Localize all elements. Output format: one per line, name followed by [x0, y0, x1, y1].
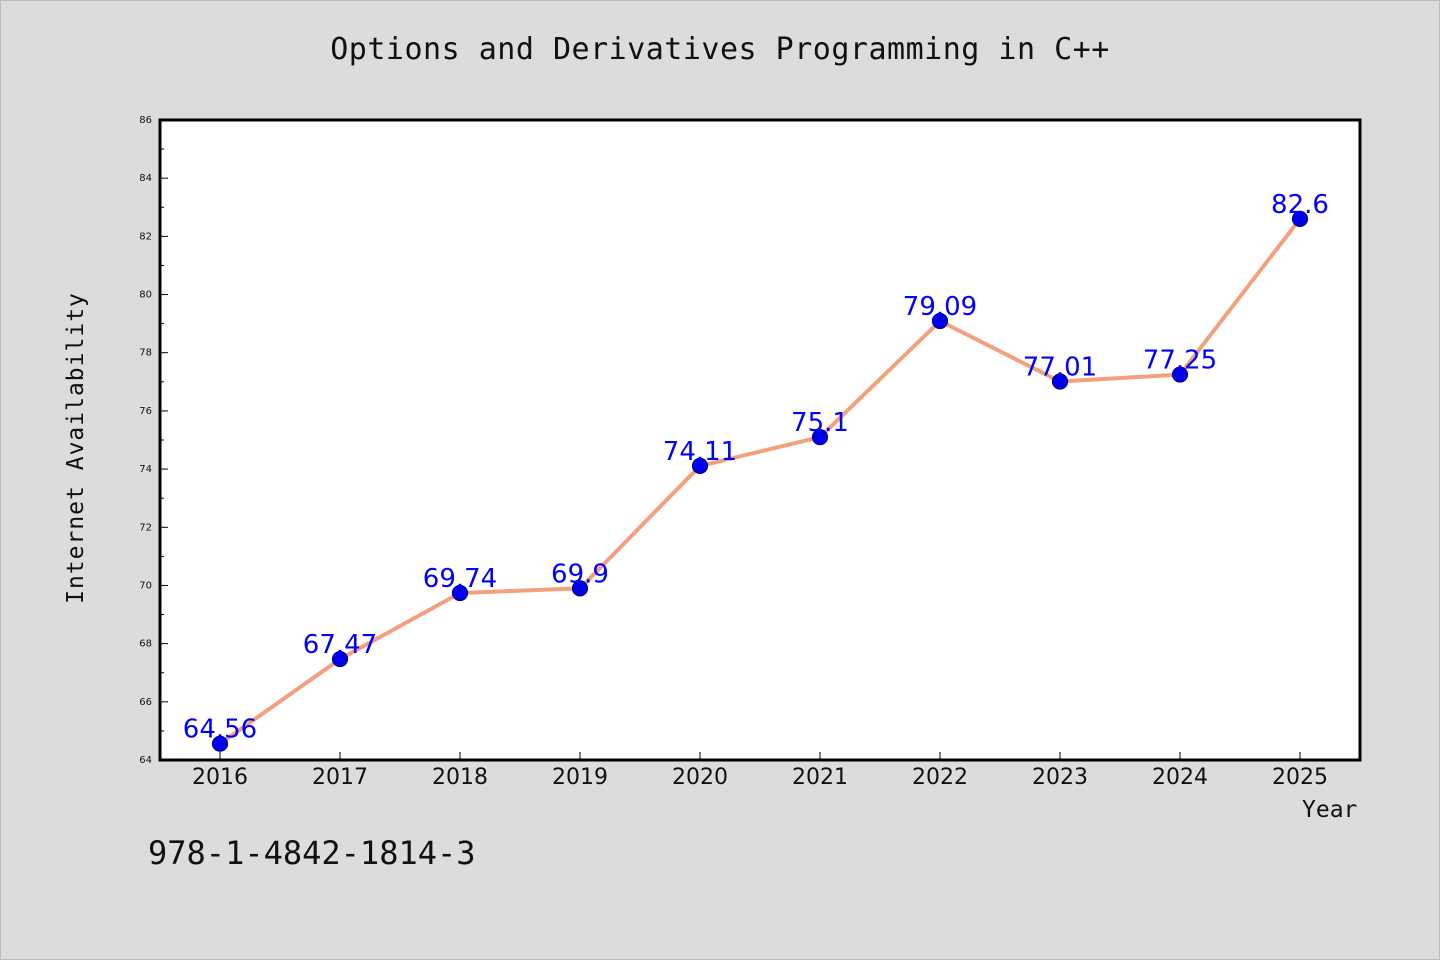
data-label: 82.6 [1271, 190, 1329, 220]
data-label: 74.11 [663, 437, 737, 467]
data-point [1291, 210, 1309, 228]
y-tick-label: 68 [139, 639, 152, 650]
x-tick-label: 2017 [312, 765, 368, 790]
isbn-footnote: 978-1-4842-1814-3 [148, 834, 476, 872]
x-tick-label: 2023 [1032, 765, 1088, 790]
y-tick-label: 80 [139, 290, 152, 301]
y-tick-label: 76 [139, 406, 152, 417]
data-label: 67.47 [303, 630, 377, 660]
plot-area [160, 120, 1360, 760]
data-label: 64.56 [183, 715, 257, 745]
x-tick-label: 2024 [1152, 765, 1208, 790]
x-tick-label: 2018 [432, 765, 488, 790]
data-label: 69.9 [551, 559, 609, 589]
x-tick-label: 2021 [792, 765, 848, 790]
data-label: 77.01 [1023, 353, 1097, 383]
data-label: 77.25 [1143, 346, 1217, 376]
x-tick-label: 2020 [672, 765, 728, 790]
x-axis-title: Year [1302, 797, 1358, 823]
y-tick-label: 84 [139, 173, 152, 184]
data-point [331, 650, 349, 668]
data-point [811, 428, 829, 446]
x-tick-label: 2022 [912, 765, 968, 790]
y-tick-label: 66 [139, 697, 152, 708]
data-point [451, 584, 469, 602]
y-tick-label: 86 [139, 115, 152, 126]
data-label: 79.09 [903, 292, 977, 322]
data-point [1171, 366, 1189, 383]
x-tick-label: 2019 [552, 765, 608, 790]
data-point [1051, 373, 1069, 390]
data-point [571, 580, 589, 597]
plot-border [158, 118, 1362, 762]
x-tick-label: 2025 [1272, 765, 1328, 790]
y-tick-label: 74 [139, 464, 152, 475]
data-point [691, 457, 709, 474]
y-tick-label: 70 [139, 580, 152, 591]
data-label: 75.1 [791, 408, 849, 438]
x-tick-label: 2016 [192, 765, 248, 790]
series-line [218, 216, 1302, 746]
y-tick-label: 82 [139, 231, 152, 242]
chart-title: Options and Derivatives Programming in C… [330, 32, 1110, 67]
data-point [931, 312, 949, 330]
y-tick-label: 78 [139, 348, 152, 359]
y-tick-label: 72 [139, 522, 152, 533]
y-tick-label: 64 [139, 755, 152, 766]
data-point [211, 735, 229, 752]
data-label: 69.74 [423, 564, 497, 594]
